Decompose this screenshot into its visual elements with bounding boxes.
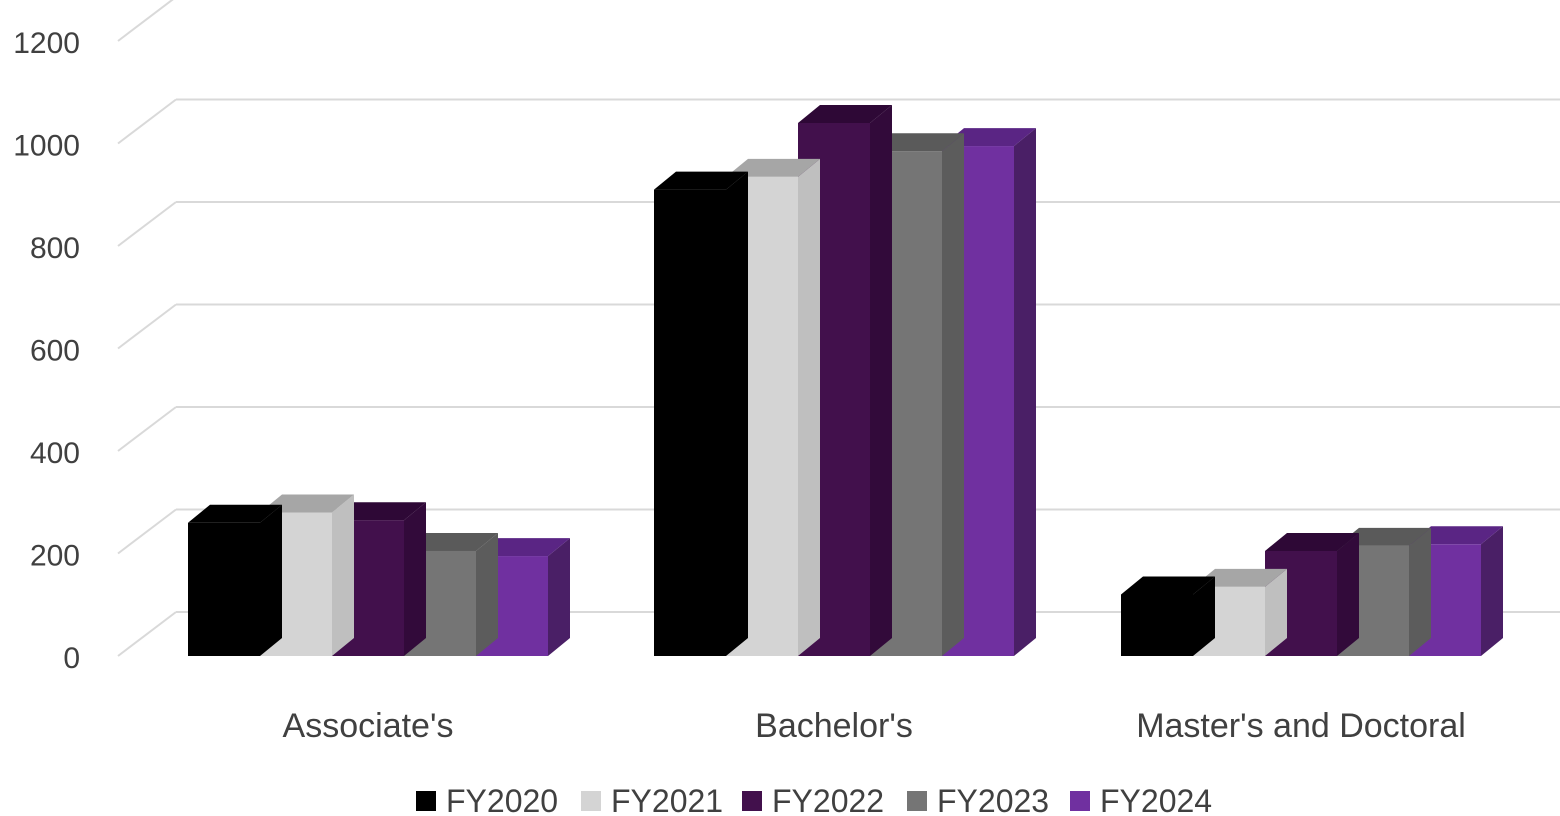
bar-top (726, 158, 820, 177)
legend-swatch (907, 791, 927, 811)
y-tick-label: 200 (30, 540, 80, 573)
bar-side (548, 538, 570, 656)
bar-side (1409, 527, 1431, 656)
gridline-diagonal (117, 406, 177, 452)
bar-top (1409, 526, 1503, 545)
legend-label: FY2022 (772, 783, 884, 816)
y-tick-label: 1200 (13, 27, 80, 60)
bar-side (1337, 532, 1359, 656)
bar-side (1014, 128, 1036, 656)
legend-item-FY2021: FY2021 (581, 783, 723, 816)
bar-top (260, 494, 354, 513)
bar-FY2021-0 (260, 494, 354, 656)
bar-front (1121, 594, 1193, 656)
bar-top (332, 502, 426, 521)
category-label: Bachelor's (755, 707, 913, 745)
gridline-diagonal (117, 508, 177, 555)
bar-side (404, 502, 426, 656)
legend-swatch (1070, 791, 1090, 811)
bar-front (188, 522, 260, 656)
bar-top (404, 532, 498, 551)
gridline-diagonal (117, 0, 174, 42)
legend-label: FY2020 (446, 783, 558, 816)
legend-item-FY2022: FY2022 (742, 783, 884, 816)
legend-label: FY2023 (937, 783, 1049, 816)
bar-side (1481, 526, 1503, 656)
bar-top (942, 128, 1036, 147)
bar-top (1337, 527, 1431, 546)
gridline-diagonal (117, 303, 177, 350)
category-labels: Associate's Bachelor's Master's and Doctor… (283, 707, 1466, 745)
legend-swatch (581, 791, 601, 811)
bar-top (188, 504, 282, 523)
gridline-diagonal (117, 98, 177, 145)
bar-side (476, 532, 498, 656)
y-tick-label: 600 (30, 335, 80, 368)
category-label: Associate's (283, 707, 454, 745)
y-tick-label: 400 (30, 437, 80, 470)
bar-top (1121, 576, 1215, 595)
bar-top (654, 171, 748, 190)
bar-side (1265, 568, 1287, 656)
bar-side (798, 158, 820, 656)
legend: FY2020 FY2021 FY2022 FY2023 FY2024 (416, 783, 1212, 816)
bar-top (476, 538, 570, 557)
bar-FY2020-0 (188, 504, 282, 656)
legend-swatch (742, 791, 762, 811)
bar-side (332, 494, 354, 656)
gridline-diagonal (117, 611, 177, 657)
y-tick-label: 0 (63, 642, 80, 675)
bar-side (1193, 576, 1215, 656)
legend-item-FY2024: FY2024 (1070, 783, 1212, 816)
legend-item-FY2023: FY2023 (907, 783, 1049, 816)
bar-top (870, 133, 964, 152)
legend-label: FY2021 (611, 783, 723, 816)
category-label: Master's and Doctoral (1136, 707, 1466, 745)
bar-side (726, 171, 748, 656)
legend-item-FY2020: FY2020 (416, 783, 558, 816)
bar-side (942, 133, 964, 656)
legend-label: FY2024 (1100, 783, 1212, 816)
bars (188, 105, 1503, 656)
bar-FY2020-2 (1121, 576, 1215, 656)
bar-top (798, 105, 892, 123)
bar-top (1193, 568, 1287, 587)
y-tick-label: 800 (30, 232, 80, 265)
y-axis-ticks: 0 200 400 600 800 1000 1200 (13, 27, 80, 675)
bar-FY2020-1 (654, 171, 748, 656)
bar-front (654, 189, 726, 656)
bar-side (870, 105, 892, 656)
legend-swatch (416, 791, 436, 811)
y-tick-label: 1000 (13, 130, 80, 163)
gridline-diagonal (117, 201, 177, 247)
bar-top (1265, 532, 1359, 551)
bar-side (260, 504, 282, 656)
